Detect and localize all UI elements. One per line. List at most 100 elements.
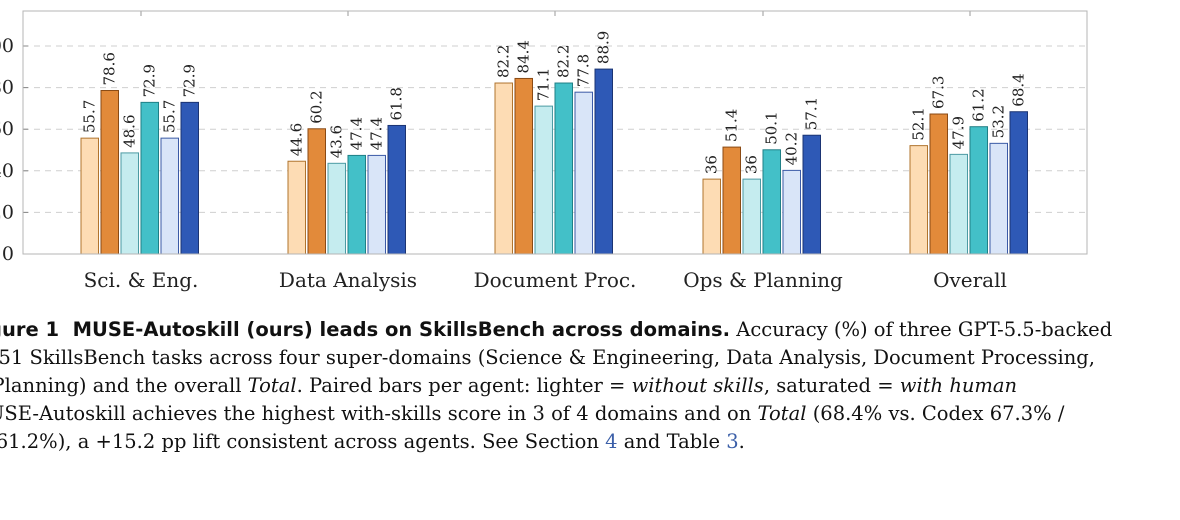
figure-caption: Figure 1 MUSE-Autoskill (ours) leads on … (0, 316, 1112, 456)
bar-2-5 (594, 68, 613, 255)
value-label-0-1: 78.6 (101, 52, 119, 85)
value-label-2-1: 84.4 (515, 40, 533, 73)
figure-label: Figure 1 (0, 318, 60, 341)
caption-line5-b: and Table (623, 430, 720, 453)
y-tick-label-40: 40 (0, 160, 14, 182)
caption-line-2: on 51 SkillsBench tasks across four supe… (0, 344, 1098, 372)
value-label-3-5: 57.1 (803, 97, 821, 130)
value-label-2-4: 77.8 (575, 54, 593, 87)
value-label-3-2: 36 (743, 155, 761, 174)
bar-0-3 (140, 101, 159, 255)
bar-1-1 (307, 128, 326, 255)
bar-3-2 (742, 178, 761, 255)
bar-0-5 (180, 101, 199, 255)
bar-4-4 (989, 142, 1008, 255)
bar-2-2 (534, 105, 553, 255)
value-label-4-4: 53.2 (990, 105, 1008, 138)
caption-line3-c: , saturated = (763, 374, 894, 397)
caption-line1-text: Accuracy (%) of three GPT-5.5-backed (736, 318, 1113, 341)
value-label-1-5: 61.8 (388, 87, 406, 120)
category-label-0: Sci. & Eng. (84, 268, 199, 292)
bar-chart: 020406080100 55.778.648.672.955.772.944.… (0, 10, 1088, 292)
value-label-0-0: 55.7 (81, 100, 99, 133)
value-label-1-0: 44.6 (288, 123, 306, 156)
caption-line5-a: es 61.2%), a +15.2 pp lift consistent ac… (0, 430, 599, 453)
value-label-0-3: 72.9 (141, 64, 159, 97)
bar-2-4 (574, 91, 593, 255)
bar-2-0 (494, 82, 513, 255)
bar-4-0 (909, 145, 928, 255)
y-tick-label-20: 20 (0, 201, 14, 223)
bar-3-1 (722, 146, 741, 255)
value-labels: 55.778.648.672.955.772.944.660.243.6 47.4… (81, 31, 1028, 174)
section-ref-link[interactable]: 4 (605, 430, 618, 453)
value-label-0-2: 48.6 (121, 115, 139, 148)
value-label-0-5: 72.9 (181, 64, 199, 97)
caption-line5-c: . (738, 430, 745, 453)
y-tick-label-100: 100 (0, 35, 14, 57)
caption-line-3: & Planning) and the overall Total. Paire… (0, 372, 1098, 400)
bar-4-2 (949, 153, 968, 255)
x-axis-categories: Sci. & Eng. Data Analysis Document Proc. Op… (84, 268, 1007, 292)
bar-4-5 (1009, 111, 1028, 255)
category-label-2: Document Proc. (474, 268, 637, 292)
plot-frame (22, 10, 1088, 255)
y-tick-label-80: 80 (0, 77, 14, 99)
caption-line2-text: on 51 SkillsBench tasks across four supe… (0, 346, 1095, 369)
caption-line3-a: & Planning) and the overall (0, 374, 242, 397)
value-label-4-3: 61.2 (970, 88, 988, 121)
value-label-1-1: 60.2 (308, 90, 326, 123)
caption-line3-b: . Paired bars per agent: lighter = (296, 374, 626, 397)
y-tick-label-0: 0 (2, 243, 14, 265)
value-label-4-0: 52.1 (910, 107, 928, 140)
caption-total-italic: Total (247, 374, 297, 397)
value-label-2-5: 88.9 (595, 31, 613, 64)
caption-line4-a: MUSE-Autoskill achieves the highest with… (0, 402, 752, 425)
table-ref-link[interactable]: 3 (726, 430, 739, 453)
value-label-4-5: 68.4 (1010, 73, 1028, 106)
bar-1-3 (347, 154, 366, 255)
caption-line-1: Figure 1 MUSE-Autoskill (ours) leads on … (0, 316, 1112, 344)
bar-0-4 (160, 137, 179, 255)
bar-3-3 (762, 149, 781, 255)
y-axis-ticks: 0 20 40 60 80 100 (0, 11, 971, 265)
value-label-1-3: 47.4 (348, 117, 366, 150)
bar-4-1 (929, 113, 948, 255)
category-label-3: Ops & Planning (683, 268, 843, 292)
bar-3-4 (782, 169, 801, 255)
bar-0-2 (120, 152, 139, 255)
caption-line-5: es 61.2%), a +15.2 pp lift consistent ac… (0, 428, 1098, 456)
caption-without-skills: without skills (631, 374, 764, 397)
caption-total-italic-2: Total (757, 402, 807, 425)
caption-line-4: MUSE-Autoskill achieves the highest with… (0, 400, 1098, 428)
value-label-4-2: 47.9 (950, 116, 968, 149)
bar-1-5 (387, 124, 406, 255)
value-label-3-0: 36 (703, 155, 721, 174)
caption-line4-b: (68.4% vs. Codex 67.3% / (812, 402, 1065, 425)
value-label-2-0: 82.2 (495, 45, 513, 78)
bar-0-1 (100, 90, 119, 255)
value-label-4-1: 67.3 (930, 76, 948, 109)
value-label-2-3: 82.2 (555, 45, 573, 78)
value-label-3-4: 40.2 (783, 132, 801, 165)
bar-0-0 (80, 137, 99, 255)
category-label-1: Data Analysis (279, 268, 417, 292)
bar-1-0 (287, 160, 306, 255)
bars (80, 68, 1028, 255)
value-label-1-4: 47.4 (368, 117, 386, 150)
bar-3-5 (802, 134, 821, 255)
bar-1-2 (327, 162, 346, 255)
bar-2-3 (554, 82, 573, 255)
caption-with-human: with human (899, 374, 1018, 397)
value-label-3-3: 50.1 (763, 111, 781, 144)
value-label-3-1: 51.4 (723, 109, 741, 142)
value-label-2-2: 71.1 (535, 68, 553, 101)
y-tick-label-60: 60 (0, 118, 14, 140)
value-label-1-2: 43.6 (328, 125, 346, 158)
bar-3-0 (702, 178, 721, 255)
caption-bold-title: MUSE-Autoskill (ours) leads on SkillsBen… (72, 318, 731, 341)
value-label-0-4: 55.7 (161, 100, 179, 133)
bar-1-4 (367, 154, 386, 255)
bar-2-1 (514, 77, 533, 255)
category-label-4: Overall (933, 268, 1007, 292)
